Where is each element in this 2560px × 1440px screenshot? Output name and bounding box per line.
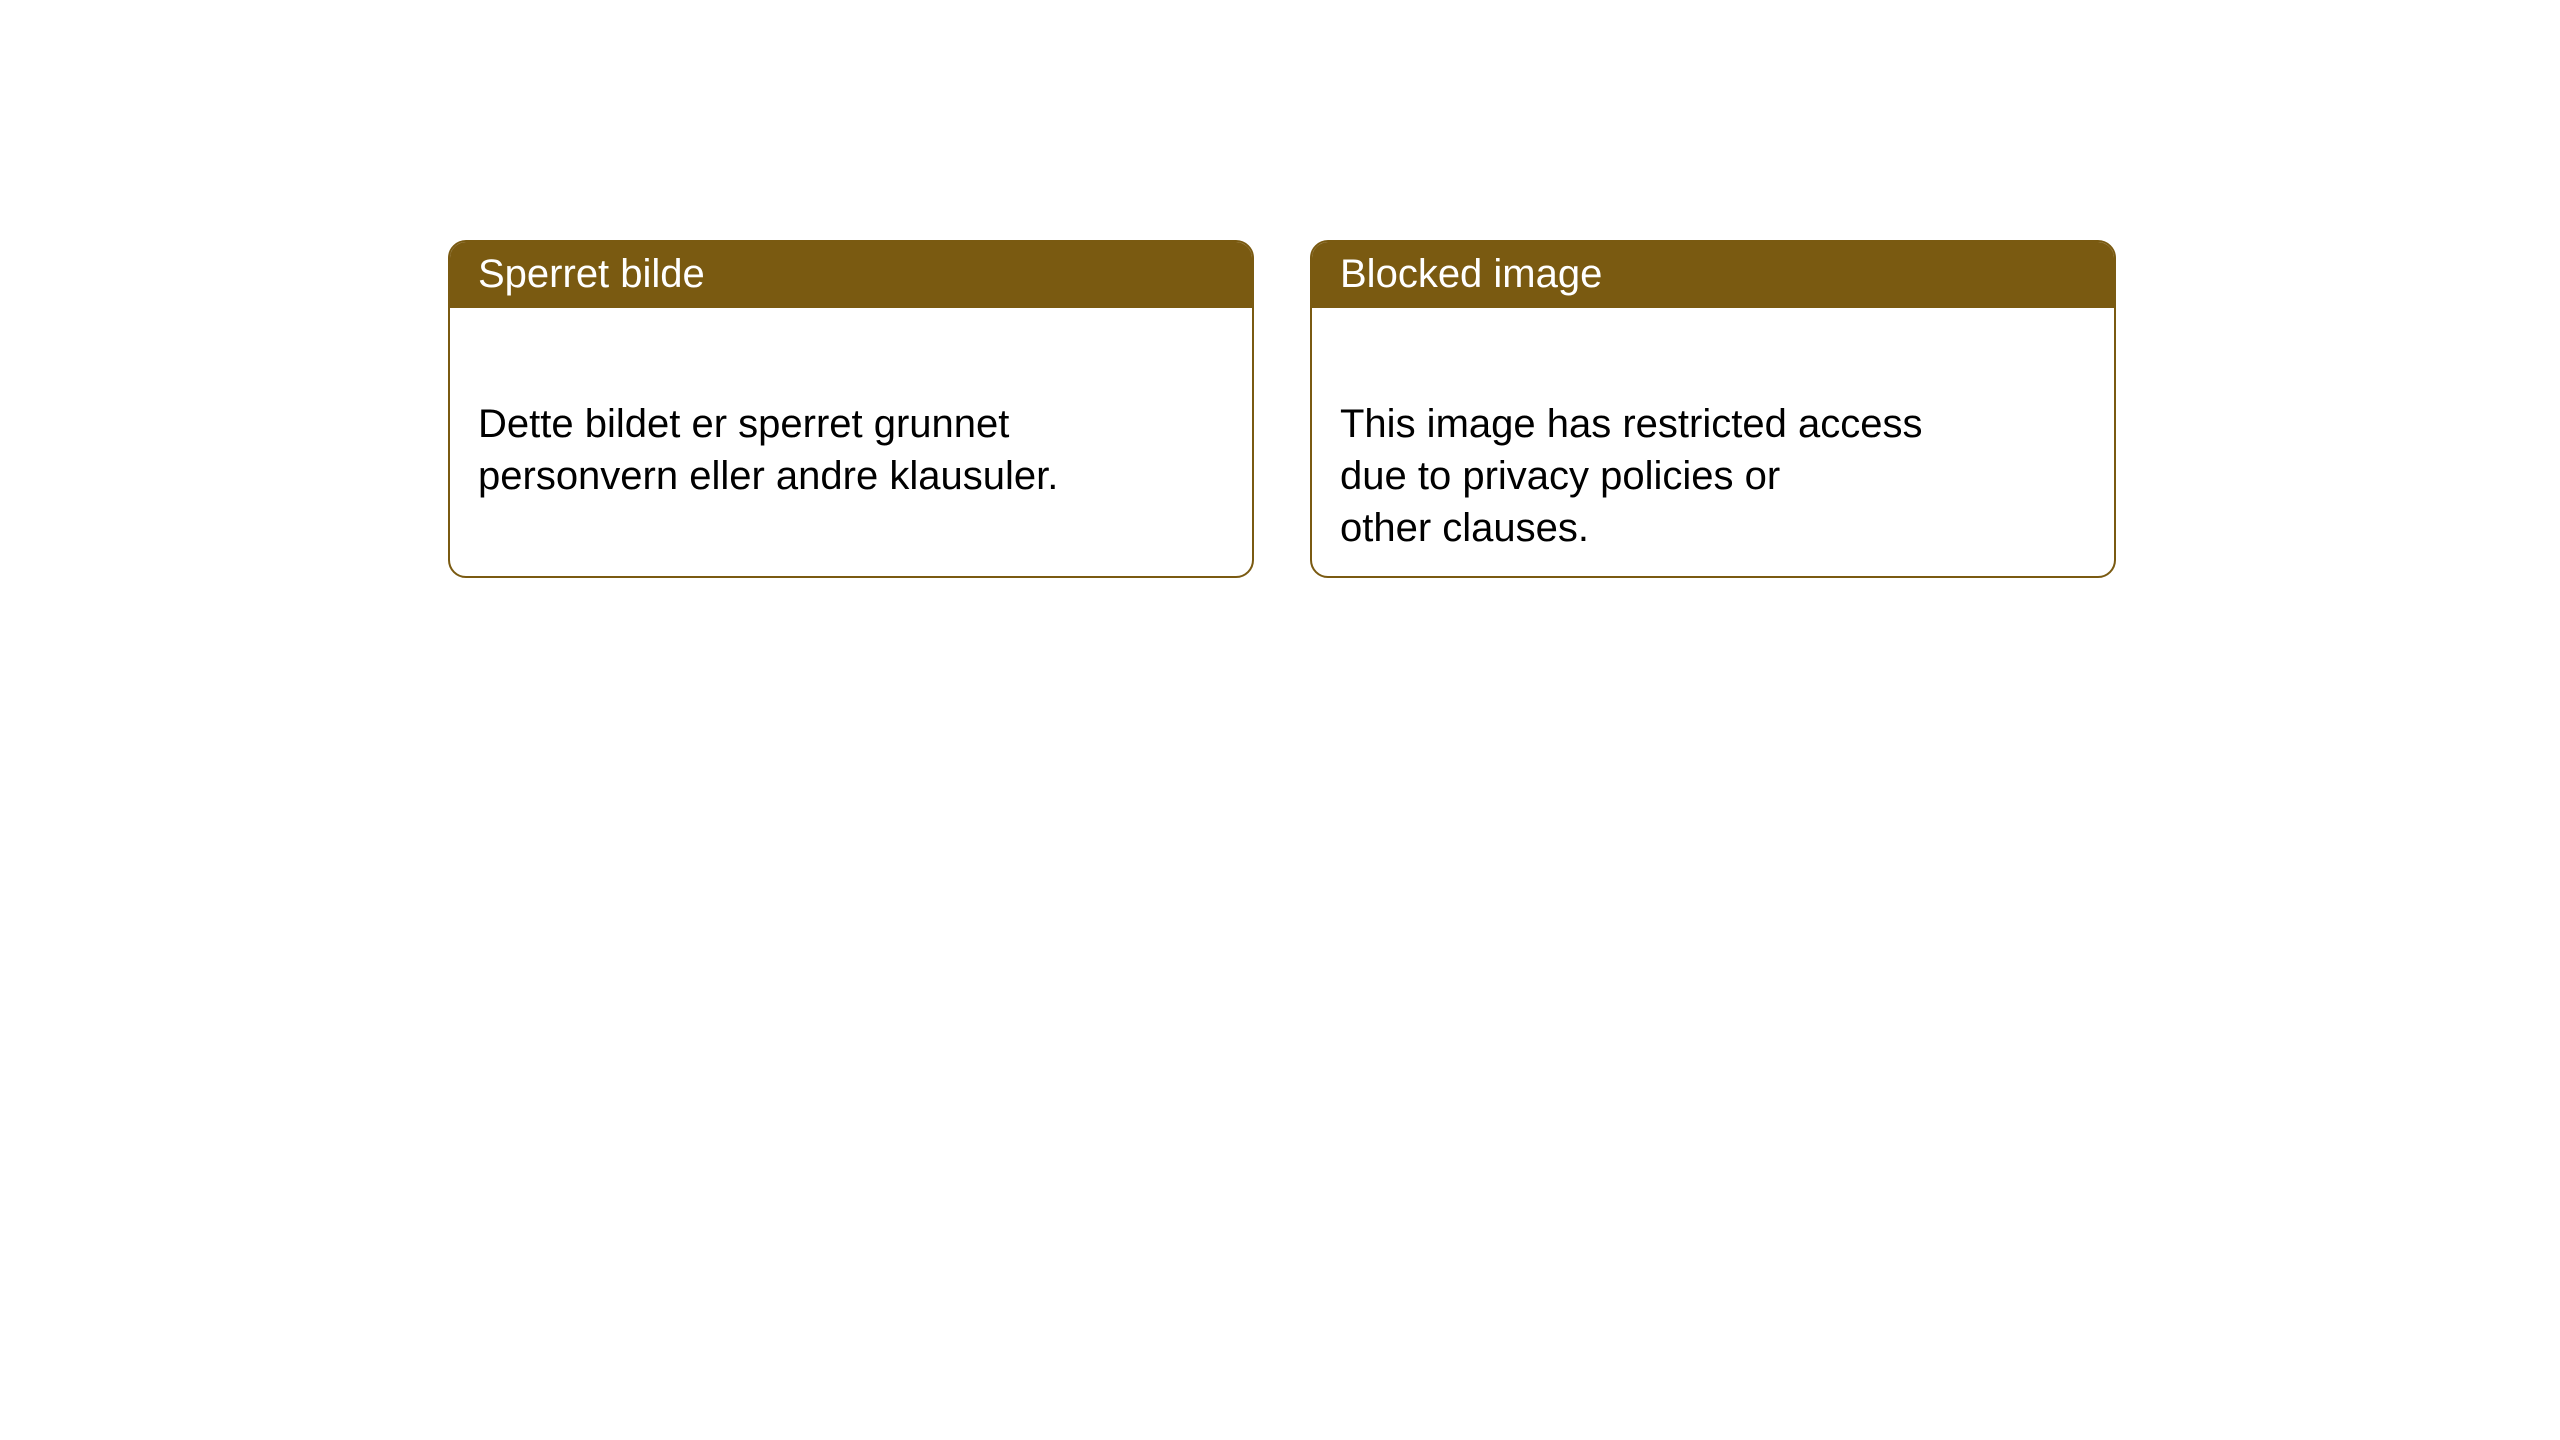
card-title: Blocked image bbox=[1340, 252, 1602, 296]
card-body: Dette bildet er sperret grunnet personve… bbox=[450, 308, 1252, 540]
card-header: Blocked image bbox=[1312, 242, 2114, 308]
blocked-image-card-norwegian: Sperret bilde Dette bildet er sperret gr… bbox=[448, 240, 1254, 578]
notice-cards-row: Sperret bilde Dette bildet er sperret gr… bbox=[448, 240, 2560, 578]
card-body: This image has restricted access due to … bbox=[1312, 308, 2114, 578]
card-title: Sperret bilde bbox=[478, 252, 705, 296]
card-message: Dette bildet er sperret grunnet personve… bbox=[478, 402, 1058, 498]
blocked-image-card-english: Blocked image This image has restricted … bbox=[1310, 240, 2116, 578]
card-header: Sperret bilde bbox=[450, 242, 1252, 308]
card-message: This image has restricted access due to … bbox=[1340, 402, 1922, 550]
